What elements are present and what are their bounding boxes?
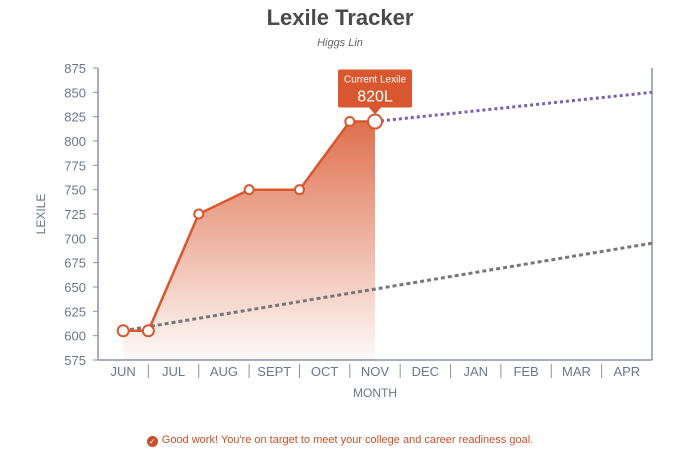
- lexile-chart: 575 600 625 650 675 700 725 750 775 800 825 850 875 J…: [34, 61, 653, 400]
- projection-line: [374, 90, 653, 123]
- x-tick-label: OCT: [311, 364, 339, 379]
- x-tick-label: JUN: [111, 364, 136, 379]
- data-point: [116, 324, 130, 338]
- footer-message: ✓ Good work! You're on target to meet you…: [0, 434, 680, 447]
- x-tick-label: DEC: [412, 364, 439, 379]
- data-point: [367, 113, 383, 130]
- chart-title: Lexile Tracker: [266, 5, 414, 30]
- y-tick-label: 600: [64, 329, 86, 344]
- y-tick-label: 775: [64, 158, 86, 173]
- y-tick-label: 750: [64, 183, 86, 198]
- y-tick-label: 825: [64, 110, 86, 125]
- data-point: [344, 116, 356, 128]
- data-point: [243, 184, 255, 196]
- y-tick-label: 700: [64, 231, 86, 246]
- data-point: [141, 324, 155, 338]
- footer-text: Good work! You're on target to meet your…: [161, 434, 534, 446]
- tooltip-value: 820L: [357, 89, 393, 106]
- x-tick-label: MAR: [562, 364, 591, 379]
- y-tick-label: 800: [64, 134, 86, 149]
- target-line: [122, 241, 653, 333]
- x-tick-label: AUG: [210, 364, 238, 379]
- y-axis-title: LEXILE: [34, 194, 48, 235]
- data-point: [293, 184, 305, 196]
- tooltip-pointer: [369, 107, 381, 115]
- y-tick-label: 675: [64, 256, 86, 271]
- y-tick-label: 850: [64, 85, 86, 100]
- x-tick-label: FEB: [513, 364, 538, 379]
- x-tick-label: SEPT: [257, 364, 291, 379]
- data-point: [193, 208, 205, 220]
- x-axis-title: MONTH: [353, 386, 397, 400]
- chart-subtitle: Higgs Lin: [317, 37, 363, 49]
- tooltip-label: Current Lexile: [344, 75, 407, 86]
- y-tick-label: 650: [64, 280, 86, 295]
- check-circle-icon: ✓: [146, 436, 158, 447]
- current-lexile-tooltip: [338, 69, 412, 108]
- x-tick-label: APR: [613, 364, 640, 379]
- y-tick-label: 575: [64, 353, 86, 368]
- y-tick-label: 875: [64, 61, 86, 76]
- x-tick-label: JUL: [162, 364, 185, 379]
- y-tick-label: 725: [64, 207, 86, 222]
- x-tick-label: NOV: [361, 364, 390, 379]
- y-tick-label: 625: [64, 304, 86, 319]
- x-tick-label: JAN: [463, 364, 488, 379]
